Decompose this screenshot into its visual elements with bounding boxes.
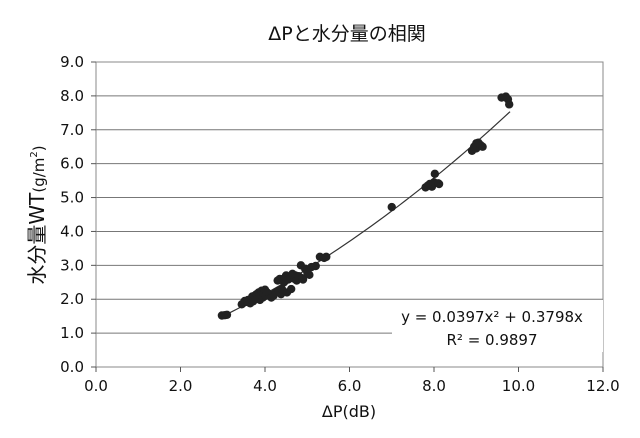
y-tick-label: 7.0 bbox=[60, 121, 84, 139]
y-tick-label: 1.0 bbox=[60, 324, 84, 342]
y-tick-label: 6.0 bbox=[60, 155, 84, 173]
r-squared-label: R² = 0.9897 bbox=[446, 331, 537, 349]
data-point bbox=[305, 270, 314, 280]
x-tick-label: 6.0 bbox=[338, 377, 362, 395]
x-tick-label: 8.0 bbox=[422, 377, 446, 395]
trend-equation: y = 0.0397x² + 0.3798x bbox=[401, 308, 583, 326]
y-tick-label: 5.0 bbox=[60, 189, 84, 207]
y-axis-label-superscript: 2 bbox=[29, 151, 40, 157]
data-point bbox=[222, 310, 232, 320]
chart-title: ΔPと水分量の相関 bbox=[268, 23, 425, 45]
x-tick-label: 12.0 bbox=[586, 377, 619, 395]
y-tick-labels: 0.0 1.0 2.0 3.0 4.0 5.0 6.0 7.0 8.0 9.0 bbox=[60, 53, 96, 376]
y-tick-label: 8.0 bbox=[60, 87, 84, 105]
x-tick-label: 4.0 bbox=[253, 377, 277, 395]
x-tick-labels: 0.0 2.0 4.0 6.0 8.0 10.0 12.0 bbox=[84, 367, 620, 395]
data-points bbox=[217, 92, 514, 320]
y-axis-label-unit: (g/m bbox=[30, 158, 48, 193]
data-point bbox=[322, 252, 331, 262]
equation-box bbox=[392, 300, 603, 352]
x-axis-label: ΔP(dB) bbox=[322, 402, 376, 421]
y-axis-label-main: 水分量WT bbox=[25, 192, 49, 285]
y-tick-label: 4.0 bbox=[60, 222, 84, 240]
y-tick-label: 2.0 bbox=[60, 290, 84, 308]
y-tick-label: 0.0 bbox=[60, 358, 84, 376]
data-point bbox=[434, 179, 444, 189]
x-tick-label: 10.0 bbox=[502, 377, 535, 395]
data-point bbox=[387, 202, 396, 212]
x-tick-label: 0.0 bbox=[84, 377, 108, 395]
data-point bbox=[286, 284, 296, 294]
x-tick-label: 2.0 bbox=[169, 377, 193, 395]
y-tick-label: 9.0 bbox=[60, 53, 84, 71]
data-point bbox=[430, 169, 440, 179]
data-point bbox=[298, 275, 308, 284]
y-tick-label: 3.0 bbox=[60, 256, 84, 274]
data-point bbox=[478, 142, 487, 151]
data-point bbox=[311, 261, 320, 271]
data-point bbox=[505, 100, 514, 109]
y-axis-label-close: ) bbox=[30, 145, 48, 151]
gridlines bbox=[96, 95, 603, 334]
y-axis-label: 水分量WT(g/m2) bbox=[25, 145, 49, 284]
